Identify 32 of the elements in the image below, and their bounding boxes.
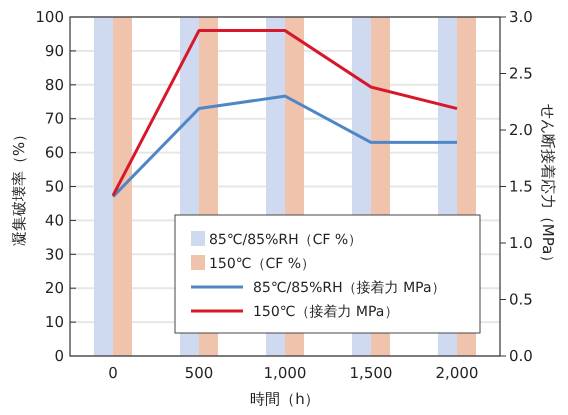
y-axis-title: 凝集破壊率（%） <box>10 126 28 246</box>
y2-tick-label: 1.0 <box>509 234 533 252</box>
y-tick-label: 70 <box>44 110 64 128</box>
legend-label: 85℃/85%RH（CF %） <box>209 232 362 248</box>
x-tick-label: 1,000 <box>264 364 306 382</box>
y-tick-label: 0 <box>54 347 64 365</box>
y-tick-label: 20 <box>44 279 64 298</box>
y2-tick-label: 1.5 <box>509 178 533 196</box>
y-tick-label: 50 <box>44 178 64 196</box>
x-tick-label: 500 <box>184 364 214 382</box>
y-tick-label: 60 <box>44 144 64 162</box>
y-tick-label: 30 <box>44 245 64 264</box>
line-series <box>112 94 458 198</box>
x-axis-title: 時間（h） <box>250 390 320 408</box>
y-tick-label: 10 <box>44 313 64 332</box>
y2-axis-title: せん断接着応力（MPa） <box>539 104 557 270</box>
legend-label: 150℃（接着力 MPa） <box>253 304 398 320</box>
legend-label: 150℃（CF %） <box>209 256 316 272</box>
x-tick-label: 2,000 <box>436 364 478 382</box>
x-tick-label: 1,500 <box>350 364 392 382</box>
y2-tick-label: 2.5 <box>509 64 533 82</box>
y-tick-label: 80 <box>44 76 64 94</box>
line-series <box>112 29 458 198</box>
y-tick-label: 40 <box>44 211 64 230</box>
y-tick-label: 90 <box>44 42 64 60</box>
y-tick-label: 100 <box>35 8 64 26</box>
y2-tick-label: 0.5 <box>509 290 533 308</box>
x-tick-label: 0 <box>108 364 118 382</box>
y2-tick-label: 3.0 <box>509 8 533 26</box>
legend-label: 85℃/85%RH（接着力 MPa） <box>253 280 446 296</box>
y2-tick-label: 0.0 <box>509 347 533 365</box>
y2-tick-label: 2.0 <box>509 121 533 139</box>
